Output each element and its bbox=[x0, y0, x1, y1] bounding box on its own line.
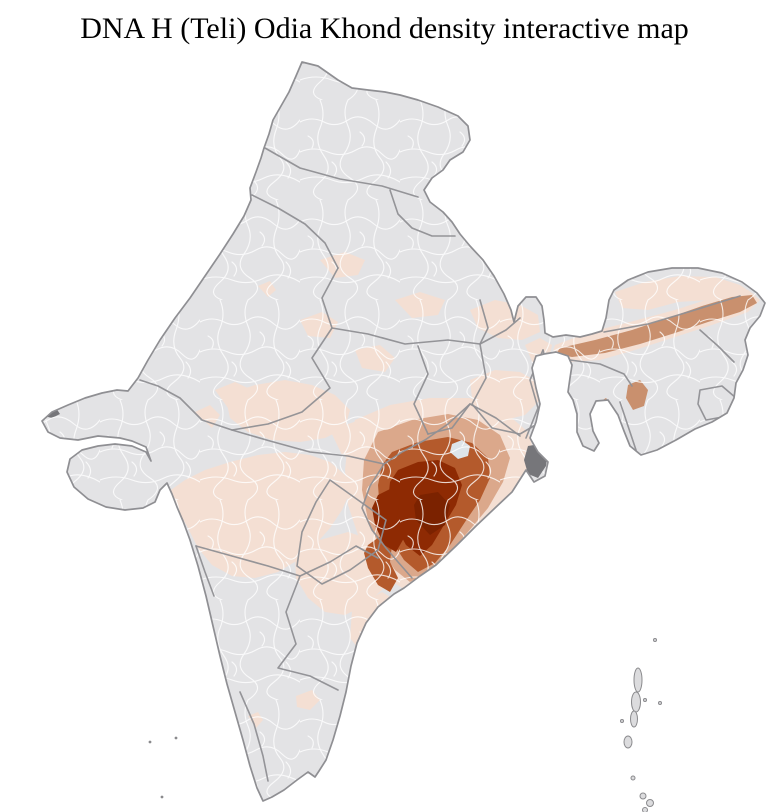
state-borders bbox=[139, 147, 741, 782]
page-title: DNA H (Teli) Odia Khond density interact… bbox=[80, 12, 689, 45]
lakshadweep-islands[interactable] bbox=[148, 736, 178, 799]
coastline bbox=[41, 61, 766, 802]
andaman-nicobar-islands[interactable] bbox=[620, 638, 662, 812]
district-mesh-overlay bbox=[42, 62, 765, 801]
